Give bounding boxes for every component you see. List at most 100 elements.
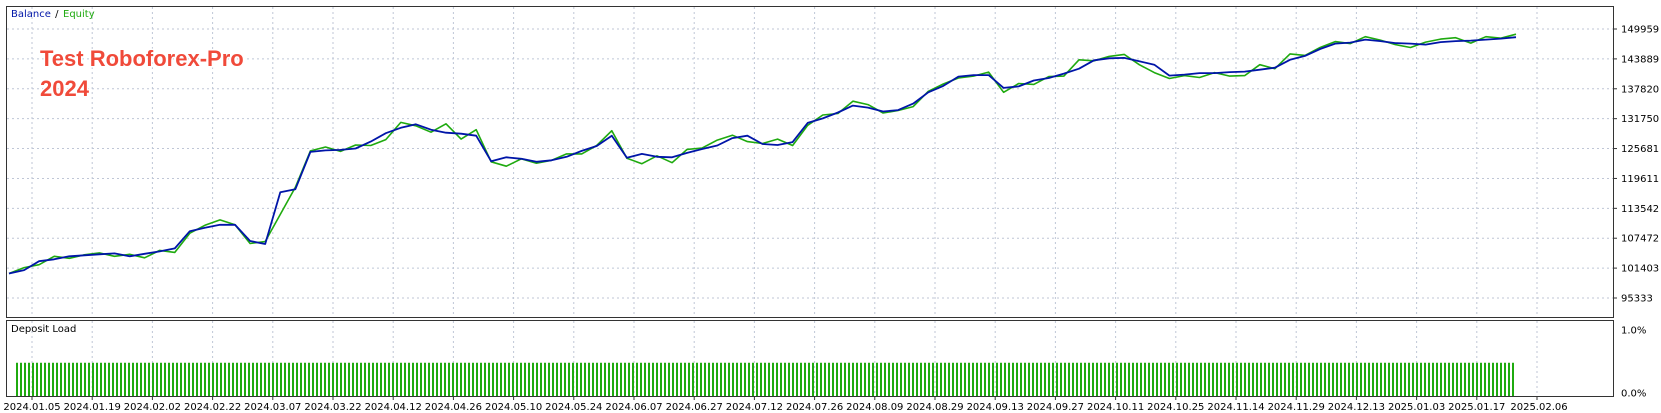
- load-bar: [904, 362, 906, 396]
- load-bar: [156, 362, 158, 396]
- load-bar: [228, 362, 230, 396]
- load-bar: [476, 362, 478, 396]
- load-bar: [672, 362, 674, 396]
- load-bar: [892, 362, 894, 396]
- load-bar: [768, 362, 770, 396]
- load-bar: [56, 362, 58, 396]
- load-bar: [52, 362, 54, 396]
- load-bar: [1032, 362, 1034, 396]
- load-bar: [696, 362, 698, 396]
- load-bar: [1320, 362, 1322, 396]
- load-bar: [128, 362, 130, 396]
- load-bar: [520, 362, 522, 396]
- load-bar: [428, 362, 430, 396]
- load-bar: [1396, 362, 1398, 396]
- load-bar: [1188, 362, 1190, 396]
- load-bar: [668, 362, 670, 396]
- load-bar: [684, 362, 686, 396]
- load-bar: [1124, 362, 1126, 396]
- load-bar: [544, 362, 546, 396]
- load-bar: [324, 362, 326, 396]
- load-bar: [724, 362, 726, 396]
- load-bar: [1072, 362, 1074, 396]
- load-bar: [864, 362, 866, 396]
- load-bar: [344, 362, 346, 396]
- load-bar: [1100, 362, 1102, 396]
- load-bar: [108, 362, 110, 396]
- load-bar: [1492, 362, 1494, 396]
- load-bar: [928, 362, 930, 396]
- load-bar: [148, 362, 150, 396]
- load-bar: [272, 362, 274, 396]
- load-bar: [308, 362, 310, 396]
- load-bar: [984, 362, 986, 396]
- load-bar: [1300, 362, 1302, 396]
- load-bar: [488, 362, 490, 396]
- x-tick-label: 2024.11.14: [1207, 402, 1264, 413]
- load-bar: [1468, 362, 1470, 396]
- load-bar: [1052, 362, 1054, 396]
- load-bar: [964, 362, 966, 396]
- y-tick-label: 119611: [1621, 174, 1659, 185]
- load-bar: [208, 362, 210, 396]
- load-bar: [124, 362, 126, 396]
- load-bar: [728, 362, 730, 396]
- load-bar: [760, 362, 762, 396]
- load-bar: [1252, 362, 1254, 396]
- load-bar: [552, 362, 554, 396]
- load-bar: [268, 362, 270, 396]
- load-bar: [888, 362, 890, 396]
- load-bar: [1116, 362, 1118, 396]
- load-bar: [348, 362, 350, 396]
- load-bar: [240, 362, 242, 396]
- load-bar: [120, 362, 122, 396]
- load-bar: [484, 362, 486, 396]
- load-bar: [404, 362, 406, 396]
- load-bar: [1340, 362, 1342, 396]
- load-bar: [1460, 362, 1462, 396]
- x-tick-label: 2024.04.26: [425, 402, 482, 413]
- load-bar: [516, 362, 518, 396]
- load-bar: [16, 362, 18, 396]
- load-bar: [72, 362, 74, 396]
- load-bar: [632, 362, 634, 396]
- load-bar: [1448, 362, 1450, 396]
- load-bar: [1364, 362, 1366, 396]
- load-bar: [1108, 362, 1110, 396]
- load-bar: [20, 362, 22, 396]
- load-bar: [132, 362, 134, 396]
- load-bar: [116, 362, 118, 396]
- deposit-load-label: Deposit Load: [11, 324, 76, 335]
- load-bar: [1164, 362, 1166, 396]
- y-tick-label: 131750: [1621, 114, 1659, 125]
- load-bar: [980, 362, 982, 396]
- overlay-title-line-1: Test Roboforex-Pro: [40, 46, 244, 71]
- load-bar: [660, 362, 662, 396]
- load-bar: [1264, 362, 1266, 396]
- load-bar: [1368, 362, 1370, 396]
- load-bar: [868, 362, 870, 396]
- load-bar: [1376, 362, 1378, 396]
- balance-line: [8, 36, 1517, 275]
- load-bar: [744, 362, 746, 396]
- load-bar: [636, 362, 638, 396]
- x-tick-label: 2024.06.07: [605, 402, 662, 413]
- y-tick-label: 95333: [1621, 294, 1653, 305]
- load-bar: [1168, 362, 1170, 396]
- load-bar: [592, 362, 594, 396]
- load-bar: [692, 362, 694, 396]
- load-bar: [1176, 362, 1178, 396]
- load-bar: [656, 362, 658, 396]
- load-bar: [1184, 362, 1186, 396]
- load-bar: [960, 362, 962, 396]
- x-tick-label: 2024.05.24: [545, 402, 602, 413]
- load-bar: [400, 362, 402, 396]
- load-bar: [292, 362, 294, 396]
- load-bar: [176, 362, 178, 396]
- load-bar: [1200, 362, 1202, 396]
- load-bar: [1508, 362, 1510, 396]
- load-bar: [88, 362, 90, 396]
- load-bar: [1352, 362, 1354, 396]
- load-bar: [820, 362, 822, 396]
- load-bar: [388, 362, 390, 396]
